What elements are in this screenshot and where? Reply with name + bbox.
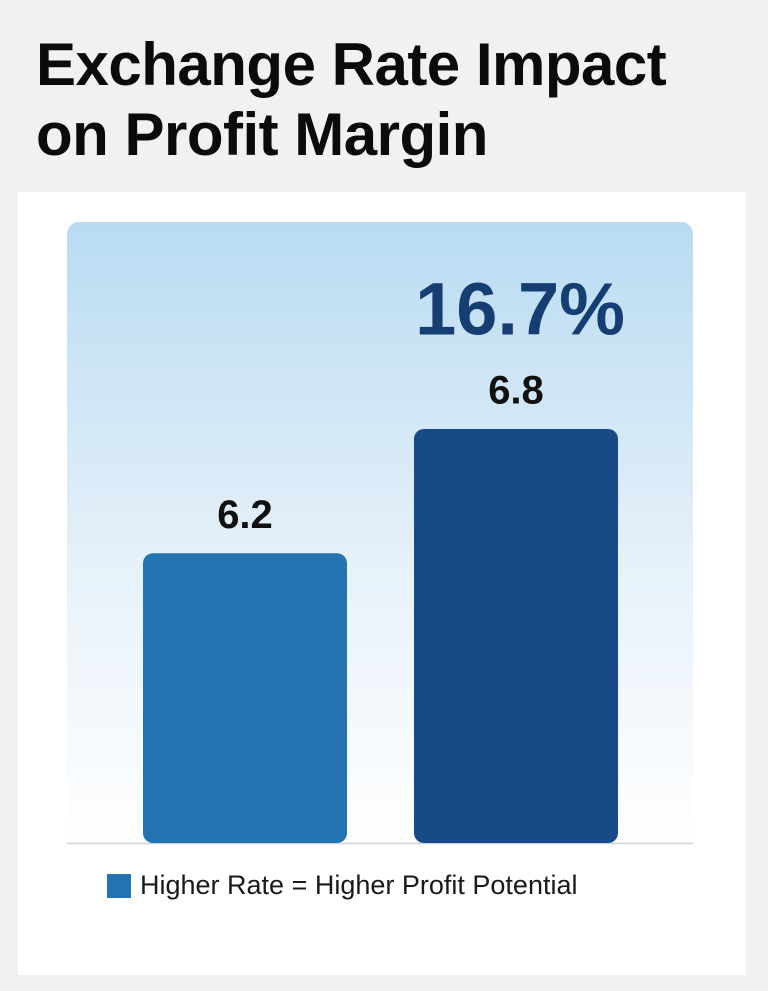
bar [143, 553, 347, 843]
legend-swatch [107, 874, 131, 898]
chart-title: Exchange Rate Impact on Profit Margin [36, 31, 667, 168]
legend-label: Higher Rate = Higher Profit Potential [140, 870, 577, 900]
title-box: Exchange Rate Impact on Profit Margin [36, 31, 667, 168]
value-label: 6.2 [217, 493, 273, 537]
annotation: 16.7% [415, 268, 625, 351]
bar [414, 429, 618, 843]
value-label: 6.8 [488, 369, 544, 413]
